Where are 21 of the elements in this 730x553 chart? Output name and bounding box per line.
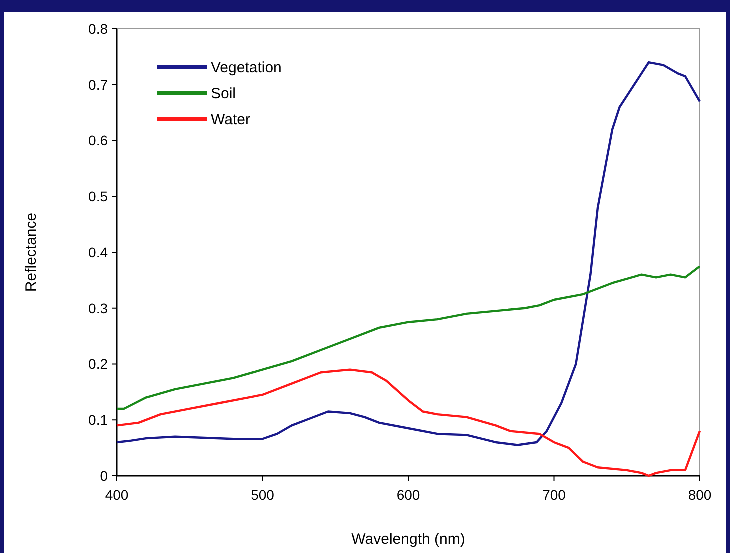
y-tick-label: 0.6 [88, 132, 108, 149]
x-tick-label: 400 [105, 487, 129, 503]
y-tick-label: 0.7 [88, 76, 108, 93]
legend-label: Vegetation [211, 59, 282, 76]
y-tick-label: 0.5 [88, 188, 108, 205]
legend-label: Water [211, 111, 250, 128]
x-axis-title: Wavelength (nm) [352, 531, 466, 548]
y-tick-label: 0.2 [88, 356, 108, 372]
legend-label: Soil [211, 85, 236, 102]
y-tick-label: 0 [100, 468, 108, 484]
y-tick-label: 0.4 [88, 244, 108, 260]
y-axis-title: Reflectance [23, 212, 40, 292]
y-tick-label: 0.8 [88, 20, 108, 37]
line-series [116, 61, 702, 446]
y-tick-label: 0.3 [88, 300, 108, 316]
x-tick-label: 600 [396, 487, 420, 503]
x-tick-label: 800 [688, 487, 712, 503]
x-tick-label: 700 [542, 487, 566, 503]
x-tick-label: 500 [251, 487, 275, 503]
y-tick-label: 0.1 [88, 412, 108, 428]
line-series [116, 265, 702, 410]
